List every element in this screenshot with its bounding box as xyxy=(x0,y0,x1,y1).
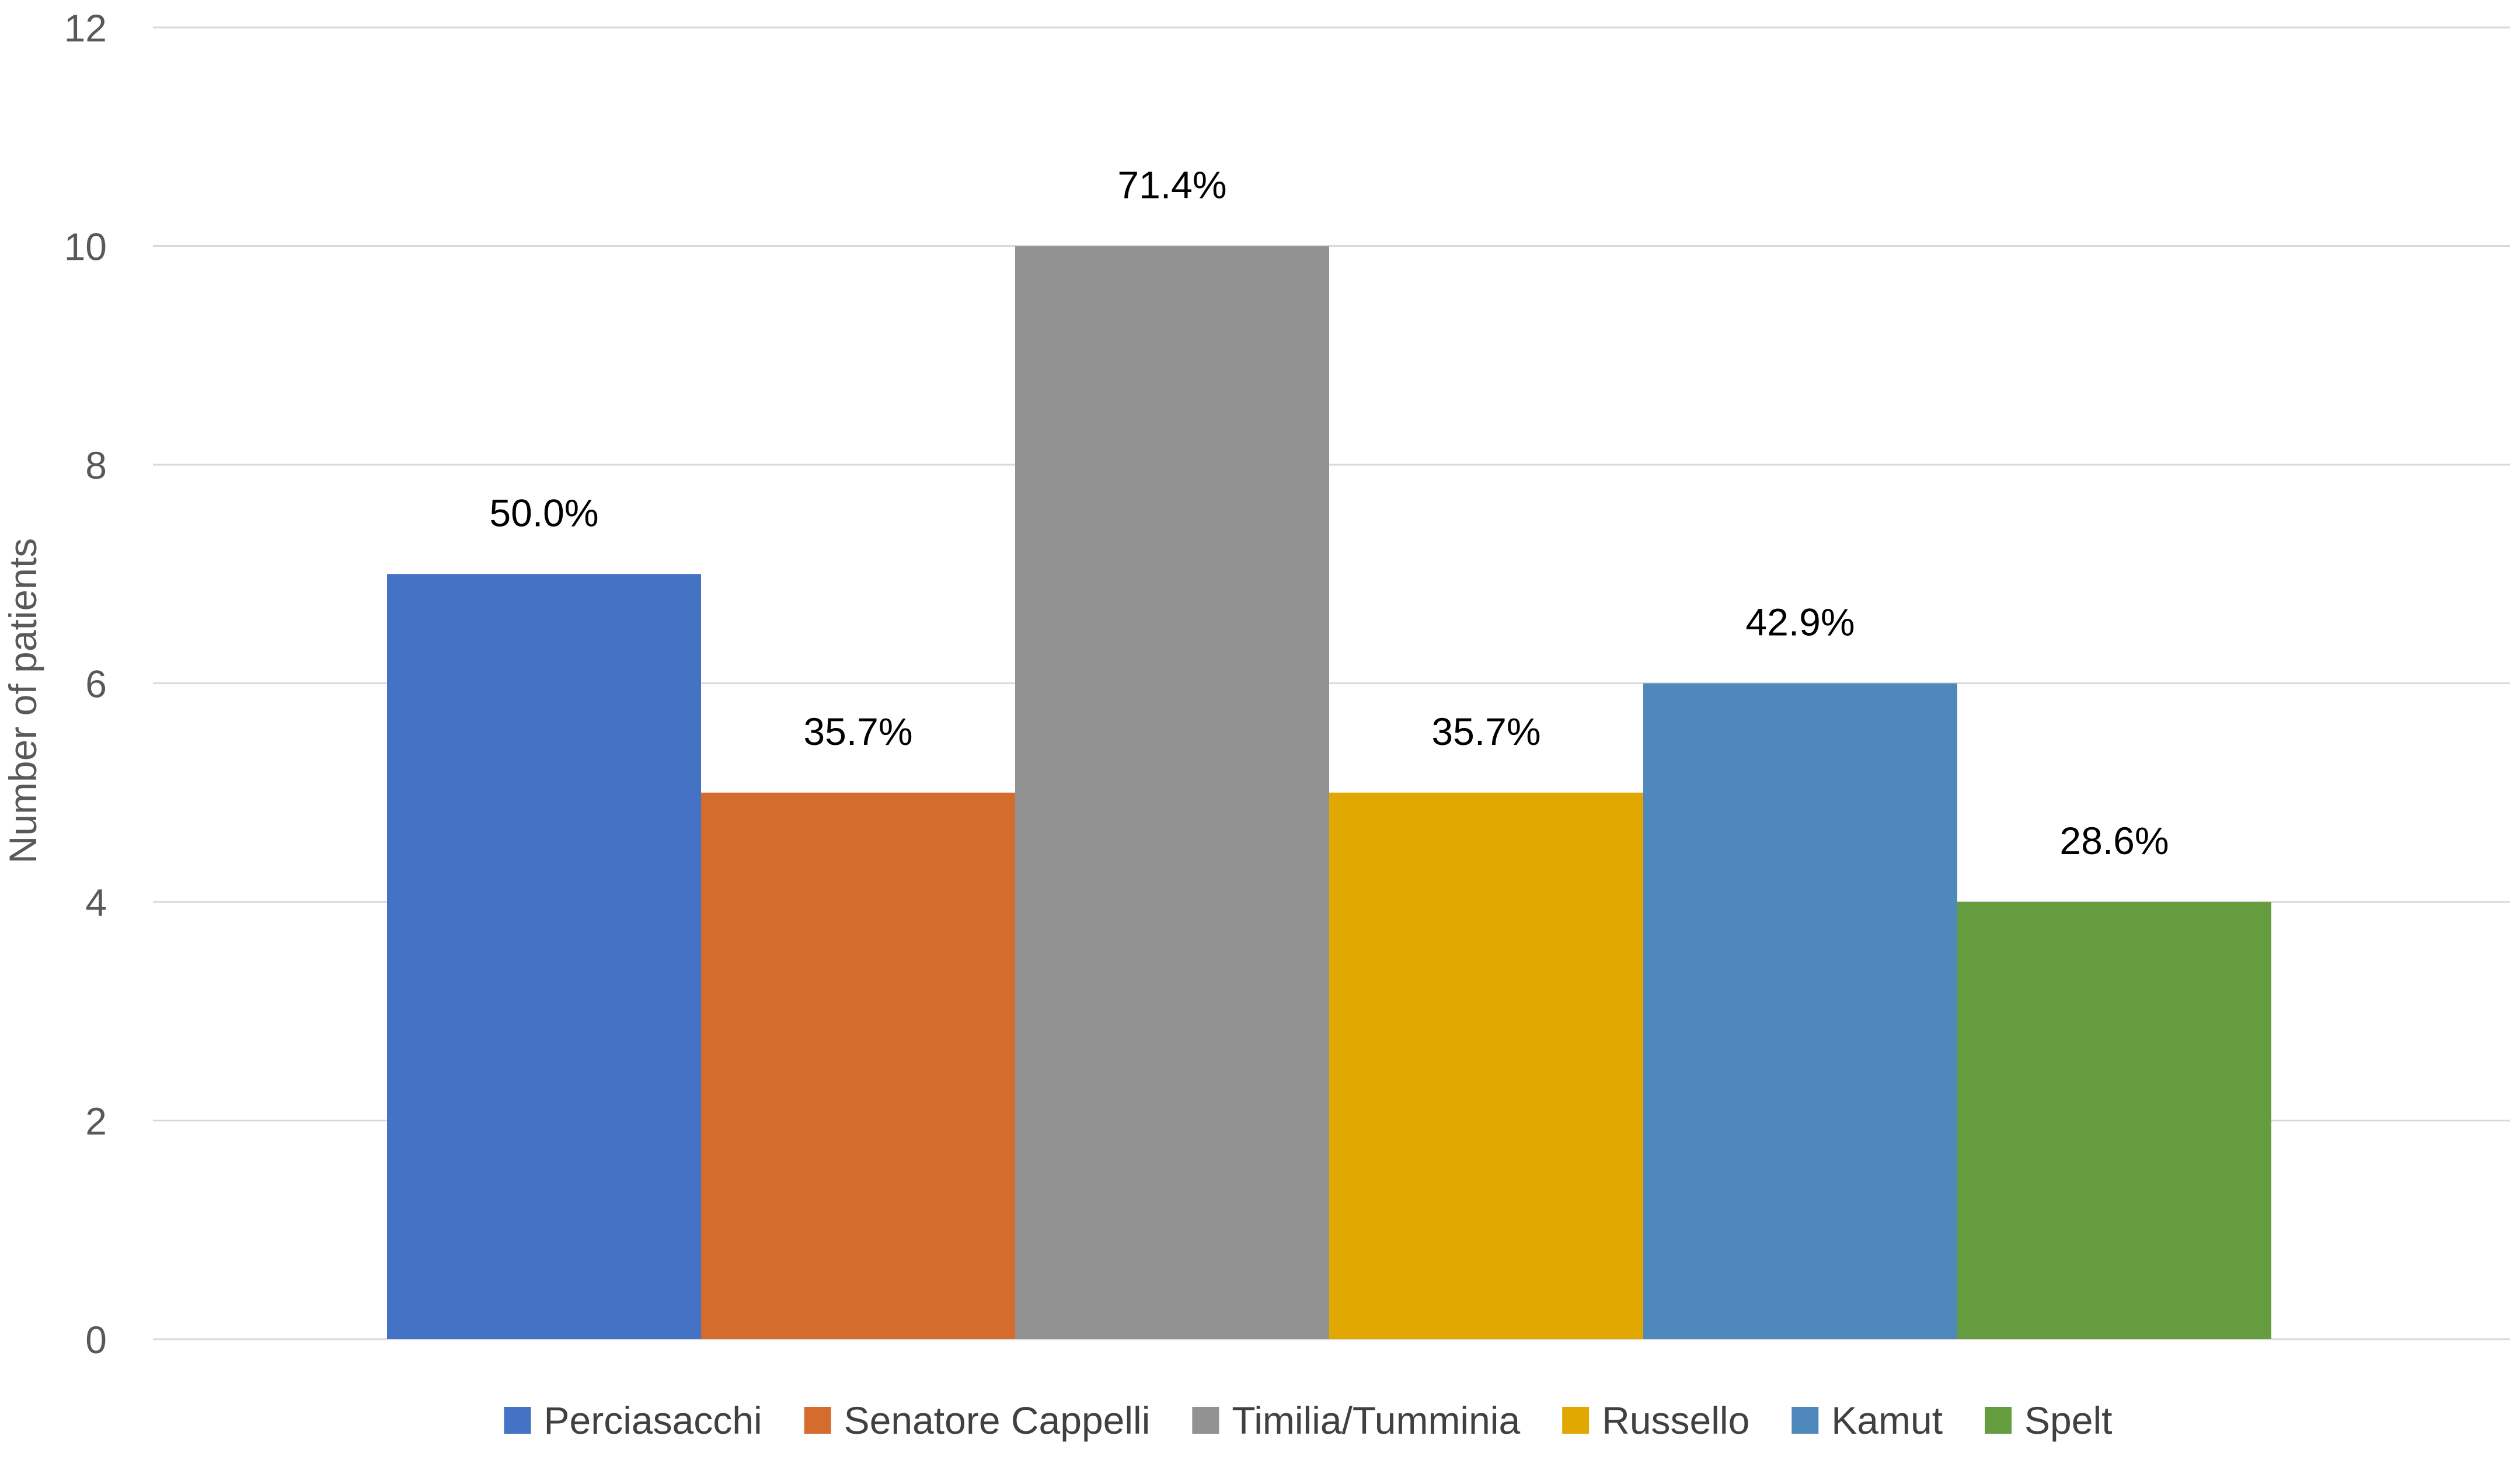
data-label: 42.9% xyxy=(1745,601,1855,644)
y-tick-label: 6 xyxy=(85,663,107,706)
legend: Perciasacchi Senatore Cappelli Timilia/Tum… xyxy=(504,1399,2112,1442)
y-axis-title: Number of patients xyxy=(1,538,44,864)
bar-timilia-tumminia xyxy=(1015,246,1329,1339)
bar-perciasacchi xyxy=(387,574,701,1339)
data-label: 35.7% xyxy=(803,710,912,753)
data-label: 50.0% xyxy=(489,491,598,534)
bar-spelt xyxy=(1957,902,2271,1339)
legend-label: Timilia/Tumminia xyxy=(1232,1399,1520,1442)
legend-label: Spelt xyxy=(2024,1399,2112,1442)
legend-label: Perciasacchi xyxy=(544,1399,762,1442)
legend-label: Russello xyxy=(1602,1399,1749,1442)
y-tick-label: 8 xyxy=(85,444,107,487)
legend-label: Senatore Cappelli xyxy=(844,1399,1151,1442)
bars xyxy=(387,246,2271,1339)
data-labels: 50.0% 35.7% 71.4% 35.7% 42.9% 28.6% xyxy=(489,163,2169,863)
legend-swatch-spelt xyxy=(1985,1407,2012,1434)
bar-russello xyxy=(1329,792,1643,1339)
y-tick-label: 12 xyxy=(64,6,107,50)
data-label: 71.4% xyxy=(1117,163,1226,207)
data-label: 35.7% xyxy=(1431,710,1540,753)
data-label: 28.6% xyxy=(2059,819,2169,862)
y-tick-label: 2 xyxy=(85,1100,107,1143)
y-tick-label: 4 xyxy=(85,881,107,924)
legend-swatch-senatore-cappelli xyxy=(804,1407,831,1434)
bar-kamut xyxy=(1643,683,1957,1339)
legend-swatch-kamut xyxy=(1791,1407,1819,1434)
legend-label: Kamut xyxy=(1831,1399,1943,1442)
legend-swatch-russello xyxy=(1562,1407,1590,1434)
y-tick-label: 10 xyxy=(64,225,107,269)
legend-swatch-timilia-tumminia xyxy=(1192,1407,1219,1434)
y-tick-label: 0 xyxy=(85,1318,107,1361)
y-axis-ticks: 0 2 4 6 8 10 12 xyxy=(64,6,107,1361)
bar-senatore-cappelli xyxy=(701,792,1015,1339)
legend-swatch-perciasacchi xyxy=(504,1407,531,1434)
